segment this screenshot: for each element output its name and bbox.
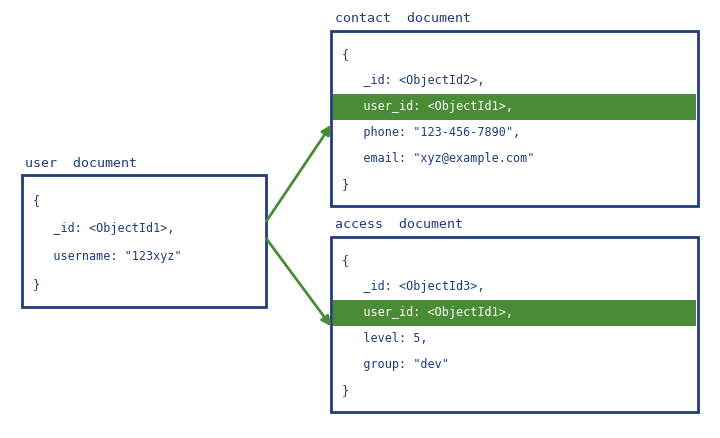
Text: _id: <ObjectId3>,: _id: <ObjectId3>, xyxy=(342,280,485,293)
Text: user  document: user document xyxy=(25,157,138,170)
Bar xyxy=(22,175,266,307)
Text: }: } xyxy=(32,278,40,291)
Text: }: } xyxy=(342,384,349,397)
Bar xyxy=(333,300,696,326)
Bar xyxy=(331,31,698,206)
Text: group: "dev": group: "dev" xyxy=(342,358,449,371)
Text: email: "xyz@example.com": email: "xyz@example.com" xyxy=(342,152,534,166)
Text: phone: "123-456-7890",: phone: "123-456-7890", xyxy=(342,126,520,139)
Text: }: } xyxy=(342,178,349,191)
Text: level: 5,: level: 5, xyxy=(342,332,428,345)
Text: _id: <ObjectId2>,: _id: <ObjectId2>, xyxy=(342,74,485,87)
Text: {: { xyxy=(32,194,40,207)
Text: contact  document: contact document xyxy=(335,12,471,25)
Text: user_id: <ObjectId1>,: user_id: <ObjectId1>, xyxy=(342,306,513,319)
Text: access  document: access document xyxy=(335,218,463,231)
Text: username: "123xyz": username: "123xyz" xyxy=(32,250,182,263)
Text: user_id: <ObjectId1>,: user_id: <ObjectId1>, xyxy=(342,100,513,113)
Bar xyxy=(333,94,696,120)
Bar xyxy=(331,237,698,412)
Bar xyxy=(331,31,698,206)
Text: {: { xyxy=(342,48,349,61)
Bar xyxy=(22,175,266,307)
Text: {: { xyxy=(342,254,349,267)
Text: _id: <ObjectId1>,: _id: <ObjectId1>, xyxy=(32,222,175,235)
Bar xyxy=(331,237,698,412)
